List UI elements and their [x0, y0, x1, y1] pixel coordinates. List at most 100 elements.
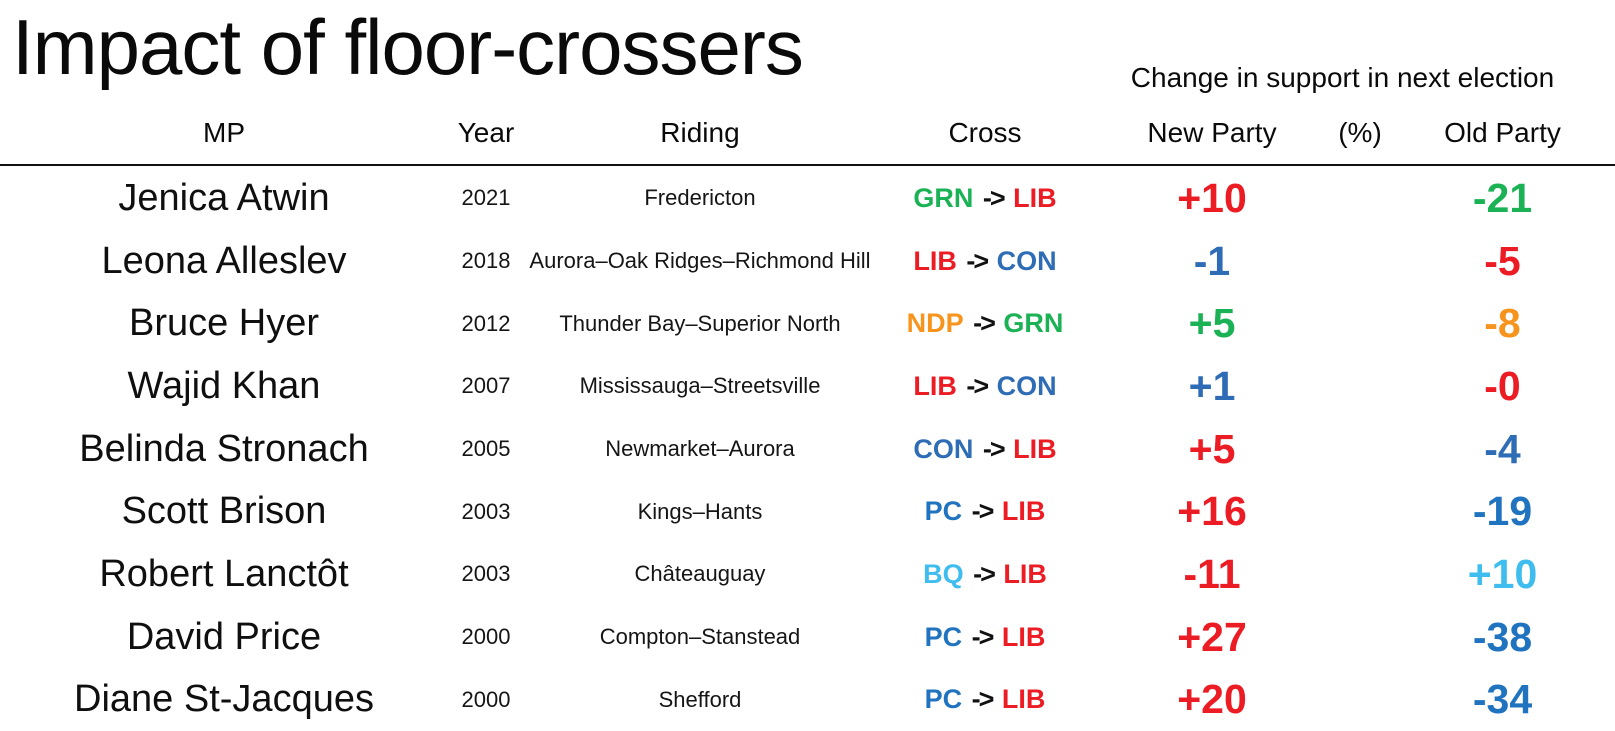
- cross-year: 2021: [461, 185, 511, 211]
- cross-arrow: ->: [967, 558, 1000, 589]
- cross-arrow: ->: [967, 308, 1000, 339]
- cross-year: 2007: [461, 373, 511, 399]
- riding-name: Shefford: [658, 686, 742, 712]
- old-party-change: -5: [1484, 237, 1521, 284]
- from-party-label: PC: [924, 621, 963, 652]
- table-row: Bruce Hyer 2012 Thunder Bay–Superior Nor…: [0, 292, 1615, 355]
- old-party-change: -38: [1472, 613, 1533, 660]
- new-party-change: +16: [1177, 488, 1247, 535]
- header-divider-line: [0, 164, 1615, 166]
- to-party-label: CON: [996, 245, 1057, 276]
- mp-name: David Price: [126, 615, 322, 658]
- party-cross: PC -> LIB: [876, 622, 1094, 653]
- to-party-label: LIB: [1001, 621, 1046, 652]
- cross-year: 2003: [461, 498, 511, 524]
- cross-year: 2018: [461, 248, 511, 273]
- cross-arrow: ->: [977, 433, 1010, 464]
- page-title: Impact of floor-crossers: [12, 3, 804, 91]
- from-party-label: LIB: [913, 245, 957, 276]
- change-support-subtitle: Change in support in next election: [1130, 62, 1555, 93]
- column-header-percent: (%): [1338, 117, 1382, 148]
- table-row: Jenica Atwin 2021 Fredericton GRN -> LIB…: [0, 167, 1615, 230]
- riding-name: Fredericton: [644, 185, 756, 211]
- mp-name: Robert Lanctôt: [99, 552, 349, 595]
- table-row: Scott Brison 2003 Kings–Hants PC -> LIB …: [0, 480, 1615, 543]
- to-party-label: LIB: [1001, 496, 1046, 527]
- party-cross: PC -> LIB: [876, 496, 1094, 527]
- old-party-change: -34: [1472, 676, 1533, 723]
- table-row: Leona Alleslev 2018 Aurora–Oak Ridges–Ri…: [0, 230, 1615, 293]
- new-party-change: +5: [1188, 425, 1236, 472]
- mp-name: Bruce Hyer: [128, 302, 320, 345]
- riding-name: Châteauguay: [634, 561, 766, 587]
- table-row: David Price 2000 Compton–Stanstead PC ->…: [0, 606, 1615, 669]
- mp-name: Diane St-Jacques: [74, 678, 374, 721]
- cross-arrow: ->: [966, 496, 998, 527]
- column-header-old-party: Old Party: [1444, 117, 1561, 148]
- old-party-change: +10: [1467, 550, 1538, 597]
- table-row: Diane St-Jacques 2000 Shefford PC -> LIB…: [0, 668, 1615, 731]
- mp-name: Scott Brison: [121, 490, 327, 533]
- new-party-change: -1: [1193, 237, 1231, 284]
- cross-arrow: ->: [977, 182, 1010, 213]
- cross-year: 2000: [461, 686, 511, 712]
- party-cross: NDP -> GRN: [876, 308, 1094, 339]
- new-party-change: +27: [1177, 613, 1247, 660]
- new-party-change: +5: [1188, 300, 1236, 347]
- old-party-change: -21: [1472, 174, 1533, 221]
- cross-arrow: ->: [966, 621, 998, 652]
- cross-arrow: ->: [960, 370, 993, 401]
- party-cross: LIB -> CON: [876, 246, 1094, 277]
- party-cross: LIB -> CON: [876, 371, 1094, 402]
- cross-year: 2012: [461, 310, 511, 336]
- from-party-label: PC: [924, 684, 963, 715]
- from-party-label: NDP: [906, 308, 964, 339]
- mp-name: Wajid Khan: [127, 364, 321, 407]
- to-party-label: LIB: [1003, 558, 1047, 589]
- table-row: Robert Lanctôt 2003 Châteauguay BQ -> LI…: [0, 543, 1615, 606]
- new-party-change: +10: [1177, 174, 1247, 221]
- old-party-change: -0: [1484, 362, 1521, 409]
- to-party-label: CON: [996, 370, 1057, 401]
- from-party-label: BQ: [923, 558, 964, 589]
- column-header-new-party: New Party: [1147, 117, 1277, 148]
- mp-name: Belinda Stronach: [79, 427, 369, 470]
- column-header-cross: Cross: [948, 117, 1022, 148]
- new-party-change: +20: [1177, 676, 1247, 723]
- cross-arrow: ->: [960, 245, 993, 276]
- riding-name: Kings–Hants: [637, 498, 763, 524]
- column-header-riding: Riding: [660, 117, 740, 148]
- party-cross: GRN -> LIB: [876, 183, 1094, 214]
- old-party-change: -4: [1484, 425, 1521, 472]
- party-cross: CON -> LIB: [876, 434, 1094, 465]
- from-party-label: CON: [913, 433, 974, 464]
- cross-arrow: ->: [966, 684, 998, 715]
- to-party-label: LIB: [1013, 182, 1057, 213]
- to-party-label: GRN: [1003, 308, 1064, 339]
- riding-name: Aurora–Oak Ridges–Richmond Hill: [529, 248, 871, 273]
- old-party-change: -19: [1472, 488, 1533, 535]
- to-party-label: LIB: [1001, 684, 1046, 715]
- from-party-label: LIB: [913, 370, 957, 401]
- cross-year: 2003: [461, 561, 511, 587]
- riding-name: Thunder Bay–Superior North: [559, 310, 841, 336]
- riding-name: Compton–Stanstead: [599, 624, 801, 650]
- party-cross: PC -> LIB: [876, 684, 1094, 715]
- new-party-change: -11: [1183, 550, 1241, 597]
- mp-name: Leona Alleslev: [101, 239, 347, 282]
- riding-name: Newmarket–Aurora: [605, 436, 795, 462]
- riding-name: Mississauga–Streetsville: [579, 373, 821, 399]
- from-party-label: GRN: [913, 182, 974, 213]
- cross-year: 2005: [461, 436, 511, 462]
- column-header-row: MP Year Riding Cross New Party (%) Old P…: [0, 108, 1615, 158]
- old-party-change: -8: [1484, 300, 1521, 347]
- column-header-mp: MP: [203, 117, 245, 148]
- cross-year: 2000: [461, 624, 511, 650]
- table-row: Wajid Khan 2007 Mississauga–Streetsville…: [0, 355, 1615, 418]
- from-party-label: PC: [924, 496, 963, 527]
- new-party-change: +1: [1188, 362, 1236, 409]
- mp-name: Jenica Atwin: [118, 176, 330, 219]
- to-party-label: LIB: [1013, 433, 1057, 464]
- table-row: Belinda Stronach 2005 Newmarket–Aurora C…: [0, 418, 1615, 481]
